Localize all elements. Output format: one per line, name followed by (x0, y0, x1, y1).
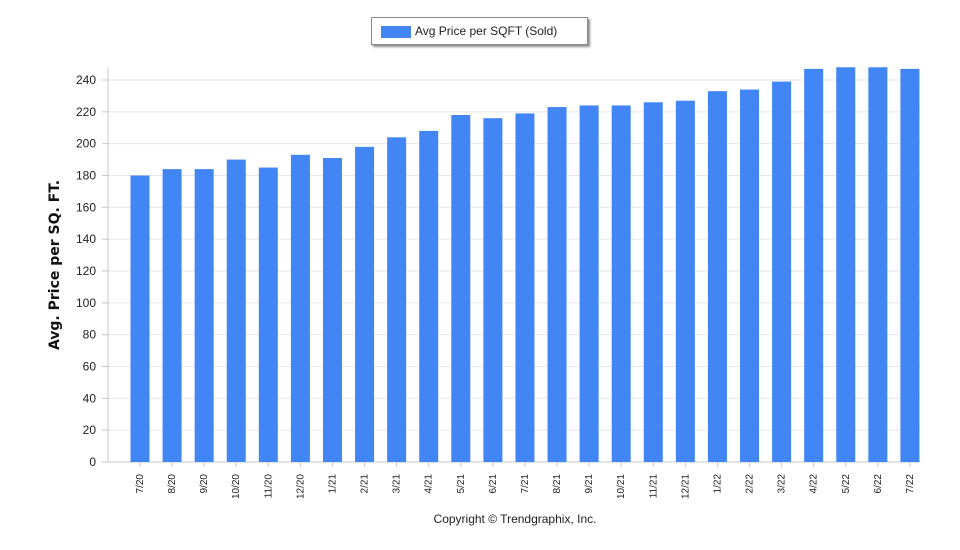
copyright-footer: Copyright © Trendgraphix, Inc. (433, 512, 597, 526)
bar (194, 169, 214, 462)
x-tick-label: 8/21 (552, 474, 563, 494)
legend: Avg Price per SQFT (Sold) (371, 17, 588, 45)
bar (547, 107, 567, 462)
y-tick-label: 60 (83, 360, 97, 374)
bar (740, 89, 760, 463)
x-tick-label: 12/21 (680, 474, 691, 499)
bar (643, 102, 663, 463)
bar (451, 115, 471, 463)
x-tick-label: 11/20 (263, 474, 274, 499)
y-tick-label: 240 (76, 73, 96, 87)
x-tick-label: 8/20 (167, 474, 178, 494)
y-tick-label: 40 (83, 391, 97, 405)
y-tick-label: 180 (76, 169, 96, 183)
bar (611, 105, 631, 462)
x-tick-label: 6/22 (873, 474, 884, 494)
x-tick-label: 4/22 (809, 474, 820, 494)
x-tick-label: 7/20 (135, 474, 146, 494)
bar (836, 67, 856, 463)
x-tick-label: 6/21 (488, 474, 499, 494)
y-tick-label: 0 (89, 455, 96, 469)
bar (707, 91, 727, 463)
bar (515, 113, 535, 463)
x-tick-label: 3/21 (392, 474, 403, 494)
bar (772, 81, 792, 462)
bar (130, 175, 150, 462)
y-tick-label: 160 (76, 200, 96, 214)
bar (579, 105, 599, 462)
x-tick-label: 12/20 (295, 474, 306, 499)
legend-swatch (381, 26, 411, 38)
x-tick-label: 1/21 (327, 474, 338, 494)
y-tick-label: 200 (76, 137, 96, 151)
x-tick-label: 11/21 (648, 474, 659, 499)
x-tick-label: 7/22 (905, 474, 916, 494)
bar (387, 137, 407, 463)
x-tick-label: 10/21 (616, 474, 627, 499)
y-tick-label: 220 (76, 105, 96, 119)
x-tick-label: 9/20 (199, 474, 210, 494)
bar (804, 68, 824, 462)
x-tick-label: 10/20 (231, 474, 242, 499)
bar (483, 118, 503, 462)
x-tick-label: 4/21 (424, 474, 435, 494)
x-tick-label: 3/22 (777, 474, 788, 494)
y-tick-label: 100 (76, 296, 96, 310)
bar (226, 159, 246, 463)
legend-label: Avg Price per SQFT (Sold) (415, 24, 558, 38)
x-tick-label: 7/21 (520, 474, 531, 494)
x-tick-label: 2/21 (360, 474, 371, 494)
x-tick-label: 5/21 (456, 474, 467, 494)
y-tick-label: 140 (76, 232, 96, 246)
bar (355, 146, 375, 462)
x-tick-label: 9/21 (584, 474, 595, 494)
bar (290, 154, 310, 462)
y-tick-label: 20 (83, 423, 97, 437)
bar (322, 157, 342, 462)
bar (900, 68, 920, 462)
bar (419, 130, 439, 462)
x-tick-label: 1/22 (712, 474, 723, 494)
bar (162, 169, 182, 462)
bar (868, 67, 888, 463)
bar (258, 167, 278, 462)
bar (675, 100, 695, 463)
x-tick-label: 5/22 (841, 474, 852, 494)
x-tick-label: 2/22 (745, 474, 756, 494)
y-tick-label: 120 (76, 264, 96, 278)
y-tick-label: 80 (83, 328, 97, 342)
